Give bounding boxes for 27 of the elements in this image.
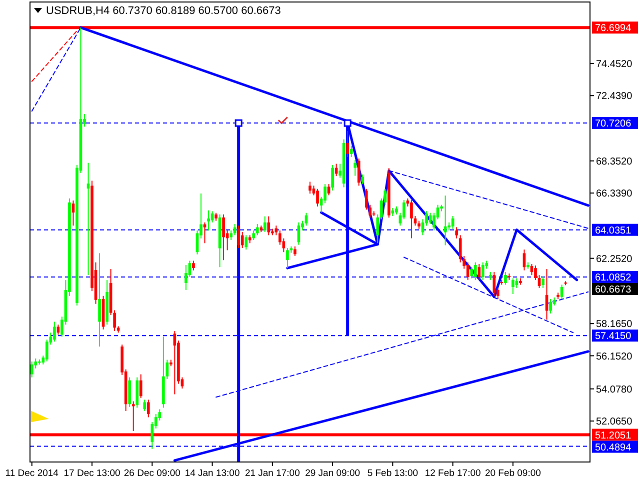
y-tick-label: 66.3390 [596,188,633,200]
y-tick-label: 68.3520 [596,156,633,168]
x-tick-label: 20 Feb 09:00 [484,468,541,479]
x-tick-label: 5 Feb 13:00 [367,468,418,479]
ref-line-label: 64.0351 [595,225,632,236]
text: 60.6673 [595,284,632,296]
y-tick-label: 74.4520 [596,58,633,70]
ref-line-label: 51.2051 [595,430,632,442]
x-tick-label: 14 Jan 13:00 [184,468,240,479]
ref-line-label: 70.7206 [595,118,632,130]
x-tick-label: 29 Jan 09:00 [305,468,360,479]
x-tick-label: 11 Dec 2014 [5,468,58,479]
y-tick-label: 56.1520 [596,351,633,362]
chart-title: USDRUB,H4 60.7370 60.8189 60.5700 60.6673 [46,5,281,17]
ref-line-label: 57.4150 [595,331,632,342]
ref-line-label: 61.0852 [595,272,632,284]
x-tick-label: 21 Jan 17:00 [244,468,300,479]
ref-line-label: 76.6994 [595,23,632,34]
ref-line-label: 50.4894 [595,442,632,454]
y-tick-label: 54.0780 [596,384,633,396]
y-tick-label: 52.0650 [596,416,633,428]
y-tick-label: 72.4390 [596,91,633,102]
y-tick-label: 58.1650 [596,319,633,330]
y-tick-label: 62.2520 [596,254,633,265]
x-tick-label: 12 Feb 17:00 [424,468,481,479]
x-tick-label: 26 Dec 09:00 [124,468,180,479]
x-tick-label: 17 Dec 13:00 [64,468,120,479]
